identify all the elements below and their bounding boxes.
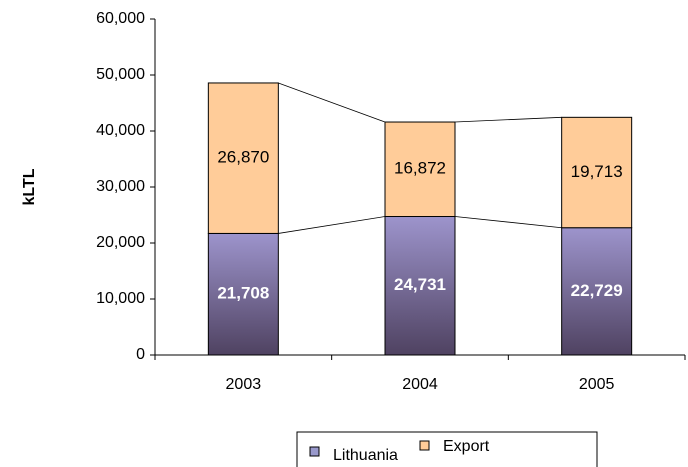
bar-segment bbox=[384, 121, 456, 218]
series-line bbox=[278, 82, 386, 123]
y-tick-label: 20,000 bbox=[96, 234, 145, 251]
y-tick-label: 50,000 bbox=[96, 66, 145, 83]
series-line bbox=[454, 216, 562, 229]
y-tick-label: 30,000 bbox=[96, 178, 145, 195]
legend-label: Lithuania bbox=[333, 447, 398, 464]
bar-segment bbox=[207, 82, 279, 234]
bar-segment bbox=[561, 116, 633, 229]
legend-swatch bbox=[419, 440, 430, 451]
bar-segment bbox=[207, 232, 279, 356]
legend-swatch bbox=[309, 446, 320, 457]
bar-segment bbox=[384, 216, 456, 356]
y-tick-label: 40,000 bbox=[96, 122, 145, 139]
y-tick-label: 10,000 bbox=[96, 290, 145, 307]
value-label: 22,729 bbox=[571, 281, 623, 300]
value-label: 19,713 bbox=[571, 162, 623, 181]
value-label: 16,872 bbox=[394, 159, 446, 178]
x-tick-label: 2004 bbox=[402, 376, 438, 393]
y-axis-label: kLTL bbox=[21, 168, 38, 205]
legend-label: Export bbox=[443, 438, 490, 455]
y-tick-label: 0 bbox=[136, 346, 145, 363]
y-tick-label: 60,000 bbox=[96, 10, 145, 27]
value-label: 21,708 bbox=[217, 284, 269, 303]
series-line bbox=[454, 116, 562, 123]
series-line bbox=[278, 216, 386, 234]
legend-box bbox=[296, 431, 598, 467]
x-tick-label: 2005 bbox=[579, 376, 615, 393]
bar-segment bbox=[561, 227, 633, 356]
value-label: 26,870 bbox=[217, 148, 269, 167]
x-tick-label: 2003 bbox=[226, 376, 262, 393]
value-label: 24,731 bbox=[394, 275, 446, 294]
